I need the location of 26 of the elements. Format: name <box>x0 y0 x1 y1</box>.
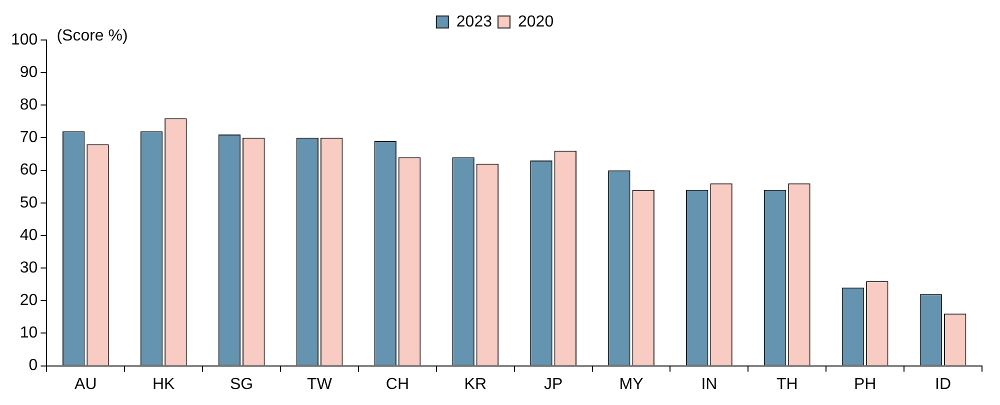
y-tick-label: 100 <box>10 31 38 48</box>
y-tick-label: 50 <box>20 194 38 212</box>
x-tick-label: KR <box>464 376 486 393</box>
x-tick-label: TW <box>307 376 333 393</box>
y-tick-label: 90 <box>20 64 38 81</box>
legend-label: 2023 <box>456 13 492 30</box>
x-tick-label: SG <box>230 376 254 393</box>
x-tick-label: CH <box>386 376 409 393</box>
y-tick-label: 70 <box>20 129 38 146</box>
y-tick-label: 80 <box>20 96 38 114</box>
x-tick-label: IN <box>701 376 718 393</box>
x-tick-label: ID <box>935 376 952 393</box>
y-tick-label: 40 <box>20 226 38 244</box>
y-tick-label: 20 <box>20 292 38 310</box>
x-tick-label: AU <box>74 376 97 393</box>
annotation: (Score %) <box>56 27 128 44</box>
x-tick-label: MY <box>619 376 644 393</box>
x-tick-label: JP <box>544 376 563 393</box>
x-tick-label: TH <box>776 376 798 393</box>
x-tick-label: HK <box>152 376 176 393</box>
y-tick-label: 60 <box>20 162 38 179</box>
legend-label: 2020 <box>518 13 554 30</box>
y-tick-label: 30 <box>20 259 38 276</box>
y-tick-label: 10 <box>20 324 38 342</box>
x-tick-label: PH <box>854 376 876 393</box>
y-tick-label: 0 <box>28 357 38 374</box>
